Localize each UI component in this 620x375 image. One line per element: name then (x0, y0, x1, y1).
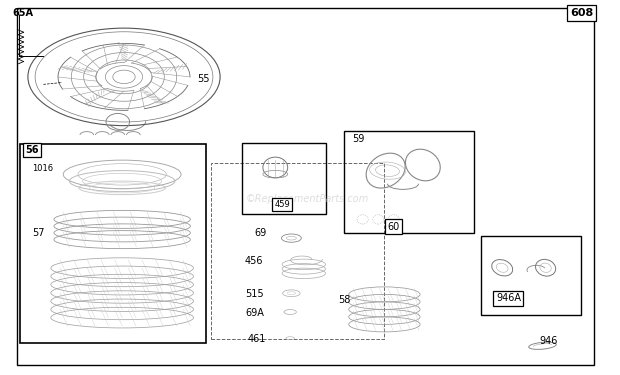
Bar (242, 142, 326, 214)
Text: 459: 459 (274, 200, 290, 209)
Text: ©ReplacementParts.com: ©ReplacementParts.com (246, 194, 368, 204)
Bar (480, 236, 581, 315)
Text: 65A: 65A (12, 8, 33, 18)
Text: 58: 58 (338, 295, 350, 305)
Text: 1016: 1016 (32, 164, 53, 173)
Text: 69: 69 (254, 228, 267, 237)
Text: 515: 515 (245, 290, 264, 299)
Text: 456: 456 (245, 256, 264, 266)
Bar (211, 163, 384, 339)
Text: 946: 946 (539, 336, 558, 346)
Bar (20, 144, 206, 343)
Text: 56: 56 (25, 145, 39, 155)
Bar (344, 131, 474, 232)
Text: 60: 60 (388, 222, 400, 232)
Text: 57: 57 (32, 228, 45, 237)
Text: 69A: 69A (245, 308, 264, 318)
Text: 608: 608 (570, 8, 593, 18)
Text: 461: 461 (248, 334, 267, 344)
Text: 59: 59 (352, 134, 365, 144)
Text: 946A: 946A (496, 293, 521, 303)
Text: 55: 55 (197, 74, 210, 84)
